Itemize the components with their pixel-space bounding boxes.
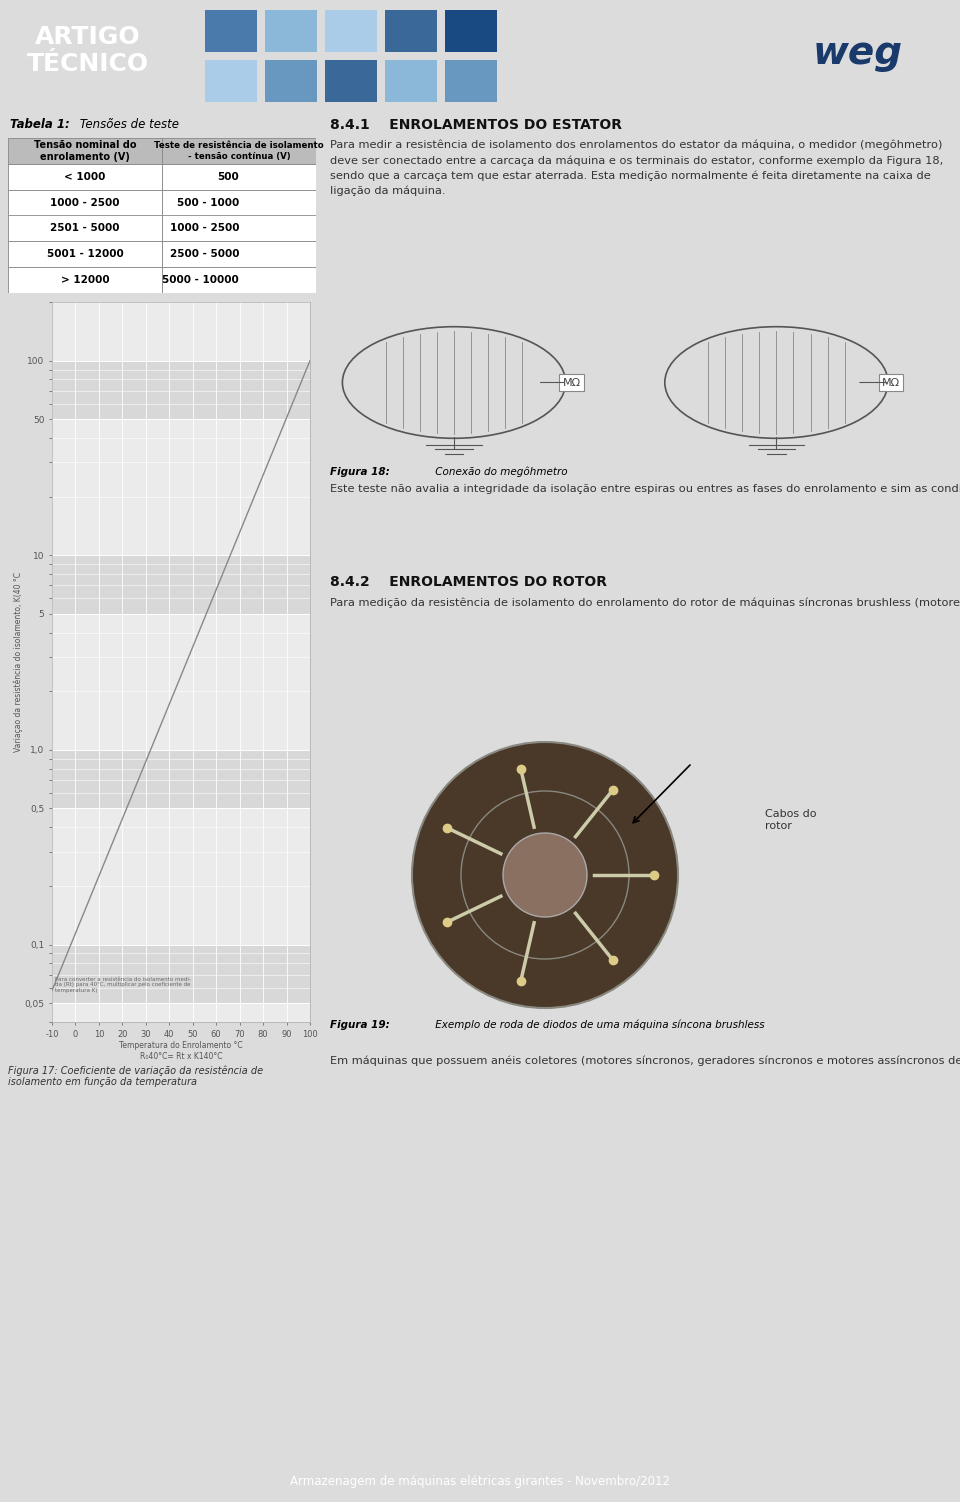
Text: ARTIGO
TÉCNICO: ARTIGO TÉCNICO <box>27 24 149 77</box>
Text: Para medir a resistência de isolamento dos enrolamentos do estator da máquina, o: Para medir a resistência de isolamento d… <box>330 140 944 197</box>
Bar <box>385 11 437 53</box>
Bar <box>265 60 317 102</box>
Bar <box>205 11 257 53</box>
Bar <box>8 267 162 293</box>
Text: MΩ: MΩ <box>882 377 900 388</box>
X-axis label: Temperatura do Enrolamento °C
R₀40°C= Rt x K140°C: Temperatura do Enrolamento °C R₀40°C= Rt… <box>119 1041 243 1060</box>
Bar <box>52 614 310 749</box>
Bar <box>205 60 257 102</box>
Y-axis label: Variaçao da resistência do isolamento, K(40 °C: Variaçao da resistência do isolamento, K… <box>13 572 23 753</box>
Text: 8.4.1    ENROLAMENTOS DO ESTATOR: 8.4.1 ENROLAMENTOS DO ESTATOR <box>330 119 622 132</box>
Text: Tensão nominal do
enrolamento (V): Tensão nominal do enrolamento (V) <box>34 140 136 162</box>
Text: > 12000: > 12000 <box>60 275 109 285</box>
Bar <box>52 360 310 419</box>
Text: 8.4.2    ENROLAMENTOS DO ROTOR: 8.4.2 ENROLAMENTOS DO ROTOR <box>330 575 607 589</box>
Text: Para medição da resistência de isolamento do enrolamento do rotor de máquinas sí: Para medição da resistência de isolament… <box>330 596 960 607</box>
Text: Para converter a resistência do isolamento medi-
da (Rt) para 40°C, multiplicar : Para converter a resistência do isolamen… <box>55 976 190 993</box>
Text: weg: weg <box>812 33 902 72</box>
Text: 1000 - 2500: 1000 - 2500 <box>50 198 120 207</box>
Text: Figura 17: Coeficiente de variação da resistência de
isolamento em função da tem: Figura 17: Coeficiente de variação da re… <box>8 1065 263 1087</box>
Bar <box>325 60 377 102</box>
Bar <box>52 419 310 556</box>
Text: Cabos do
rotor: Cabos do rotor <box>765 810 817 831</box>
Text: Figura 18:: Figura 18: <box>330 467 390 478</box>
Bar <box>8 138 162 164</box>
Text: MΩ: MΩ <box>563 377 581 388</box>
Text: 5001 - 12000: 5001 - 12000 <box>47 249 124 260</box>
Bar <box>325 11 377 53</box>
Bar <box>445 11 497 53</box>
Text: 2500 - 5000: 2500 - 5000 <box>170 249 239 260</box>
Text: Figura 19:: Figura 19: <box>330 1020 390 1030</box>
Bar <box>8 164 162 189</box>
Bar <box>162 164 316 189</box>
Bar <box>52 808 310 945</box>
Bar <box>52 945 310 1003</box>
Bar <box>52 556 310 614</box>
Circle shape <box>503 834 587 918</box>
Bar <box>162 138 316 164</box>
Text: Em máquinas que possuem anéis coletores (motores síncronos, geradores síncronos : Em máquinas que possuem anéis coletores … <box>330 1054 960 1065</box>
Text: 1000 - 2500: 1000 - 2500 <box>170 224 239 233</box>
Text: Tabela 1:: Tabela 1: <box>10 119 70 132</box>
Text: 5000 - 10000: 5000 - 10000 <box>162 275 239 285</box>
Text: 500 - 1000: 500 - 1000 <box>177 198 239 207</box>
Bar <box>385 60 437 102</box>
Text: Tensões de teste: Tensões de teste <box>76 119 179 132</box>
Bar <box>8 215 162 242</box>
Bar <box>265 11 317 53</box>
Text: Teste de resistência de isolamento
- tensão contínua (V): Teste de resistência de isolamento - ten… <box>155 141 324 161</box>
Bar <box>162 242 316 267</box>
Text: Conexão do megôhmetro: Conexão do megôhmetro <box>432 467 568 478</box>
Text: Exemplo de roda de diodos de uma máquina síncona brushless: Exemplo de roda de diodos de uma máquina… <box>432 1020 765 1030</box>
Text: < 1000: < 1000 <box>64 171 106 182</box>
Text: Armazenagem de máquinas elétricas girantes - Novembro/2012: Armazenagem de máquinas elétricas girant… <box>290 1475 670 1488</box>
Bar <box>8 242 162 267</box>
Bar <box>445 60 497 102</box>
Bar <box>162 189 316 215</box>
Circle shape <box>412 742 678 1008</box>
Text: 2501 - 5000: 2501 - 5000 <box>50 224 120 233</box>
Bar <box>8 189 162 215</box>
Bar <box>162 267 316 293</box>
Bar <box>52 749 310 808</box>
Bar <box>162 215 316 242</box>
Text: Este teste não avalia a integridade da isolação entre espiras ou entres as fases: Este teste não avalia a integridade da i… <box>330 484 960 494</box>
Text: 500: 500 <box>217 171 239 182</box>
